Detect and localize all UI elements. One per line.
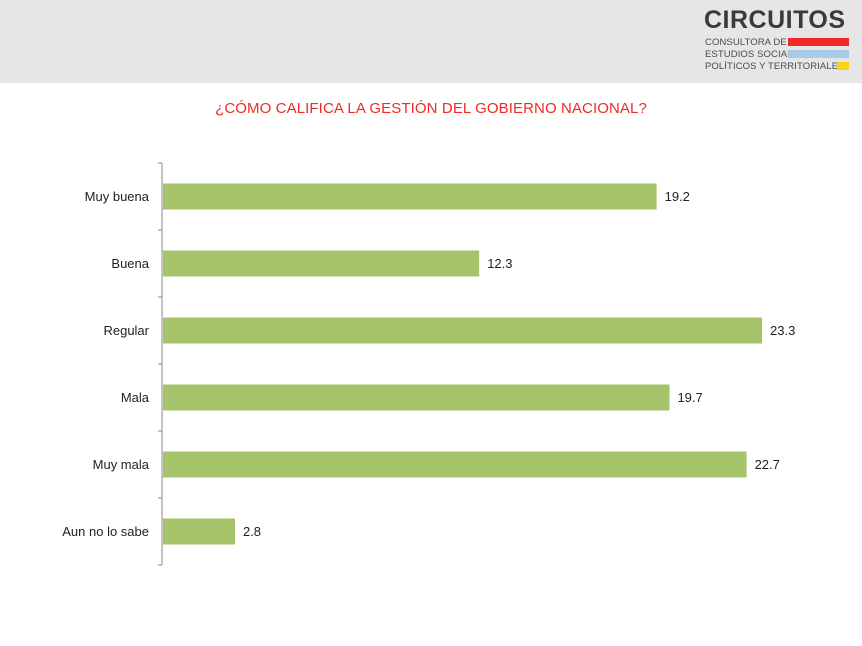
- header-band: [0, 0, 862, 83]
- value-label: 2.8: [243, 524, 261, 539]
- bar-6: [163, 518, 235, 545]
- value-label: 19.7: [677, 390, 702, 405]
- value-label: 12.3: [487, 256, 512, 271]
- value-label: 23.3: [770, 323, 795, 338]
- logo-red-bar: [788, 38, 849, 46]
- logo-blue-bar: [788, 50, 849, 58]
- category-label: Buena: [111, 256, 149, 271]
- category-label: Regular: [103, 323, 149, 338]
- value-label: 22.7: [755, 457, 780, 472]
- logo-tagline-3: POLÍTICOS Y TERRITORIALES: [705, 61, 845, 72]
- bar-4: [163, 384, 670, 411]
- category-label: Mala: [121, 390, 150, 405]
- bar-3: [163, 317, 762, 344]
- logo-yellow-bar: [837, 62, 849, 70]
- category-label: Muy mala: [93, 457, 150, 472]
- bar-2: [163, 250, 480, 277]
- category-label: Muy buena: [85, 189, 150, 204]
- logo-name: CIRCUITOS: [704, 6, 846, 34]
- logo-tagline-1: CONSULTORA DE: [705, 37, 787, 48]
- company-logo: CIRCUITOS CONSULTORA DE ESTUDIOS SOCIALE…: [704, 6, 854, 78]
- bar-1: [163, 183, 657, 210]
- logo-tagline-2: ESTUDIOS SOCIALES,: [705, 49, 809, 60]
- category-label: Aun no lo sabe: [62, 524, 149, 539]
- value-label: 19.2: [665, 189, 690, 204]
- bar-5: [163, 451, 747, 478]
- chart-title: ¿CÓMO CALIFICA LA GESTIÓN DEL GOBIERNO N…: [215, 100, 647, 117]
